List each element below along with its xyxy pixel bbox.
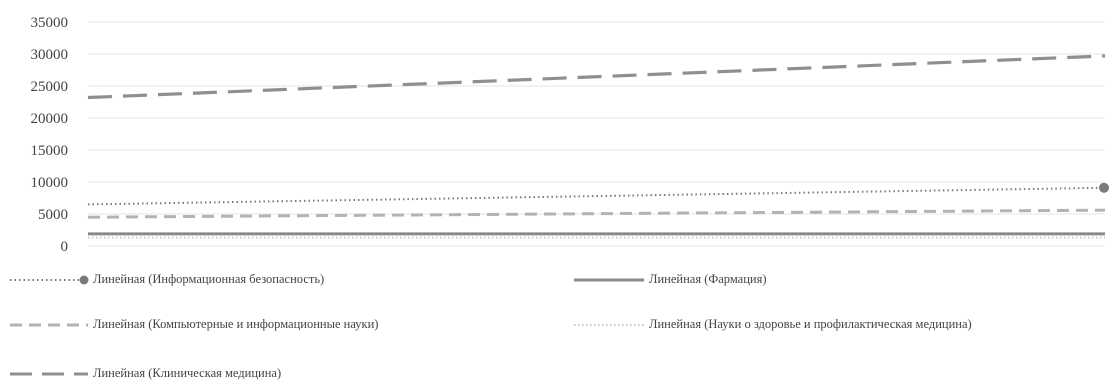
- y-tick-label: 35000: [31, 15, 69, 31]
- legend-swatch-cs: [10, 323, 88, 326]
- legend-item-health: Линейная (Науки о здоровье и профилактич…: [574, 317, 972, 332]
- gridlines: [88, 21, 1105, 247]
- legend-swatch-health: [574, 323, 644, 326]
- legend-item-cs: Линейная (Компьютерные и информационные …: [10, 317, 378, 332]
- series-line-0: [87, 186, 1106, 206]
- legend-item-pharmacy: Линейная (Фармация): [574, 272, 767, 287]
- legend-swatch-clinical: [10, 372, 88, 375]
- series-line-2: [87, 208, 1106, 219]
- legend-item-clinical: Линейная (Клиническая медицина): [10, 366, 281, 381]
- y-tick-label: 10000: [31, 175, 69, 191]
- y-tick-label: 15000: [31, 143, 69, 159]
- y-tick-label: 20000: [31, 111, 69, 127]
- legend-label-infosec: Линейная (Информационная безопасность): [93, 272, 325, 286]
- trendline-chart: 35000 30000 25000 20000 15000 10000 5000 0: [31, 15, 1109, 255]
- legend-label-cs: Линейная (Компьютерные и информационные …: [93, 317, 379, 331]
- series-end-marker-0: [1099, 182, 1109, 193]
- legend-label-pharmacy: Линейная (Фармация): [649, 272, 767, 286]
- legend-swatch-infosec: [10, 275, 89, 284]
- y-axis-ticks: 35000 30000 25000 20000 15000 10000 5000 0: [31, 15, 69, 255]
- legend-item-infosec: Линейная (Информационная безопасность): [10, 272, 324, 287]
- y-tick-label: 30000: [31, 47, 69, 63]
- series-lines: [87, 54, 1109, 239]
- legend-swatch-pharmacy: [574, 278, 644, 281]
- y-tick-label: 25000: [31, 79, 69, 95]
- series-line-4: [87, 54, 1106, 100]
- legend: Линейная (Информационная безопасность) Л…: [0, 262, 1110, 392]
- legend-label-clinical: Линейная (Клиническая медицина): [93, 366, 282, 380]
- y-tick-label: 5000: [38, 207, 68, 223]
- legend-label-health: Линейная (Науки о здоровье и профилактич…: [649, 317, 972, 331]
- y-tick-label: 0: [61, 239, 69, 255]
